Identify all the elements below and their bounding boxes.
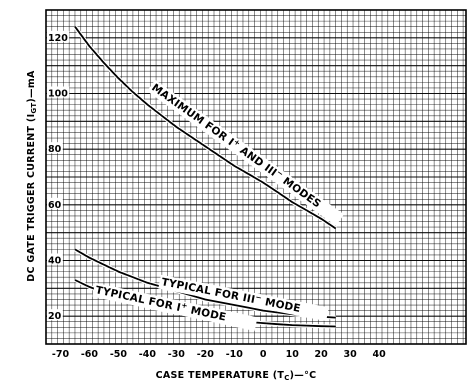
y-tick-label: 60	[48, 200, 62, 211]
y-tick-label: 80	[48, 144, 62, 155]
y-tick-label-bg	[47, 30, 70, 42]
x-tick-label: -30	[168, 349, 186, 360]
x-tick-label: 0	[260, 349, 267, 360]
y-tick-label-bg	[47, 253, 63, 265]
plot-frame	[45, 9, 467, 345]
y-tick-label-bg	[47, 197, 63, 209]
y-tick-label: 100	[48, 89, 68, 100]
y-tick-labels: 20 40 60 80 100 120	[47, 30, 70, 322]
x-tick-label: -50	[110, 349, 128, 360]
x-tick-label: -40	[139, 349, 157, 360]
series-line-1	[74, 26, 337, 230]
x-tick-label: -60	[81, 349, 99, 360]
x-tick-label: 10	[286, 349, 300, 360]
y-axis-title: DC GATE TRIGGER CURRENT (IGT)—mA	[26, 70, 38, 282]
x-tick-label: -20	[197, 349, 215, 360]
x-tick-label: 40	[372, 349, 386, 360]
x-tick-label: 30	[344, 349, 358, 360]
x-axis-title: CASE TEMPERATURE (TC)—°C	[156, 370, 317, 382]
x-tick-label: 20	[315, 349, 329, 360]
y-tick-label-bg	[47, 309, 63, 321]
y-tick-label: 120	[48, 33, 68, 44]
x-tick-labels: -70 -60 -50 -40 -30 -20 -10 0 10 20 30 40	[52, 349, 386, 360]
y-tick-label: 40	[48, 256, 62, 267]
y-tick-label-bg	[47, 142, 63, 154]
y-tick-label-bg	[47, 86, 70, 98]
x-tick-label: -70	[52, 349, 70, 360]
y-tick-label: 20	[48, 311, 62, 322]
x-tick-label: -10	[226, 349, 244, 360]
